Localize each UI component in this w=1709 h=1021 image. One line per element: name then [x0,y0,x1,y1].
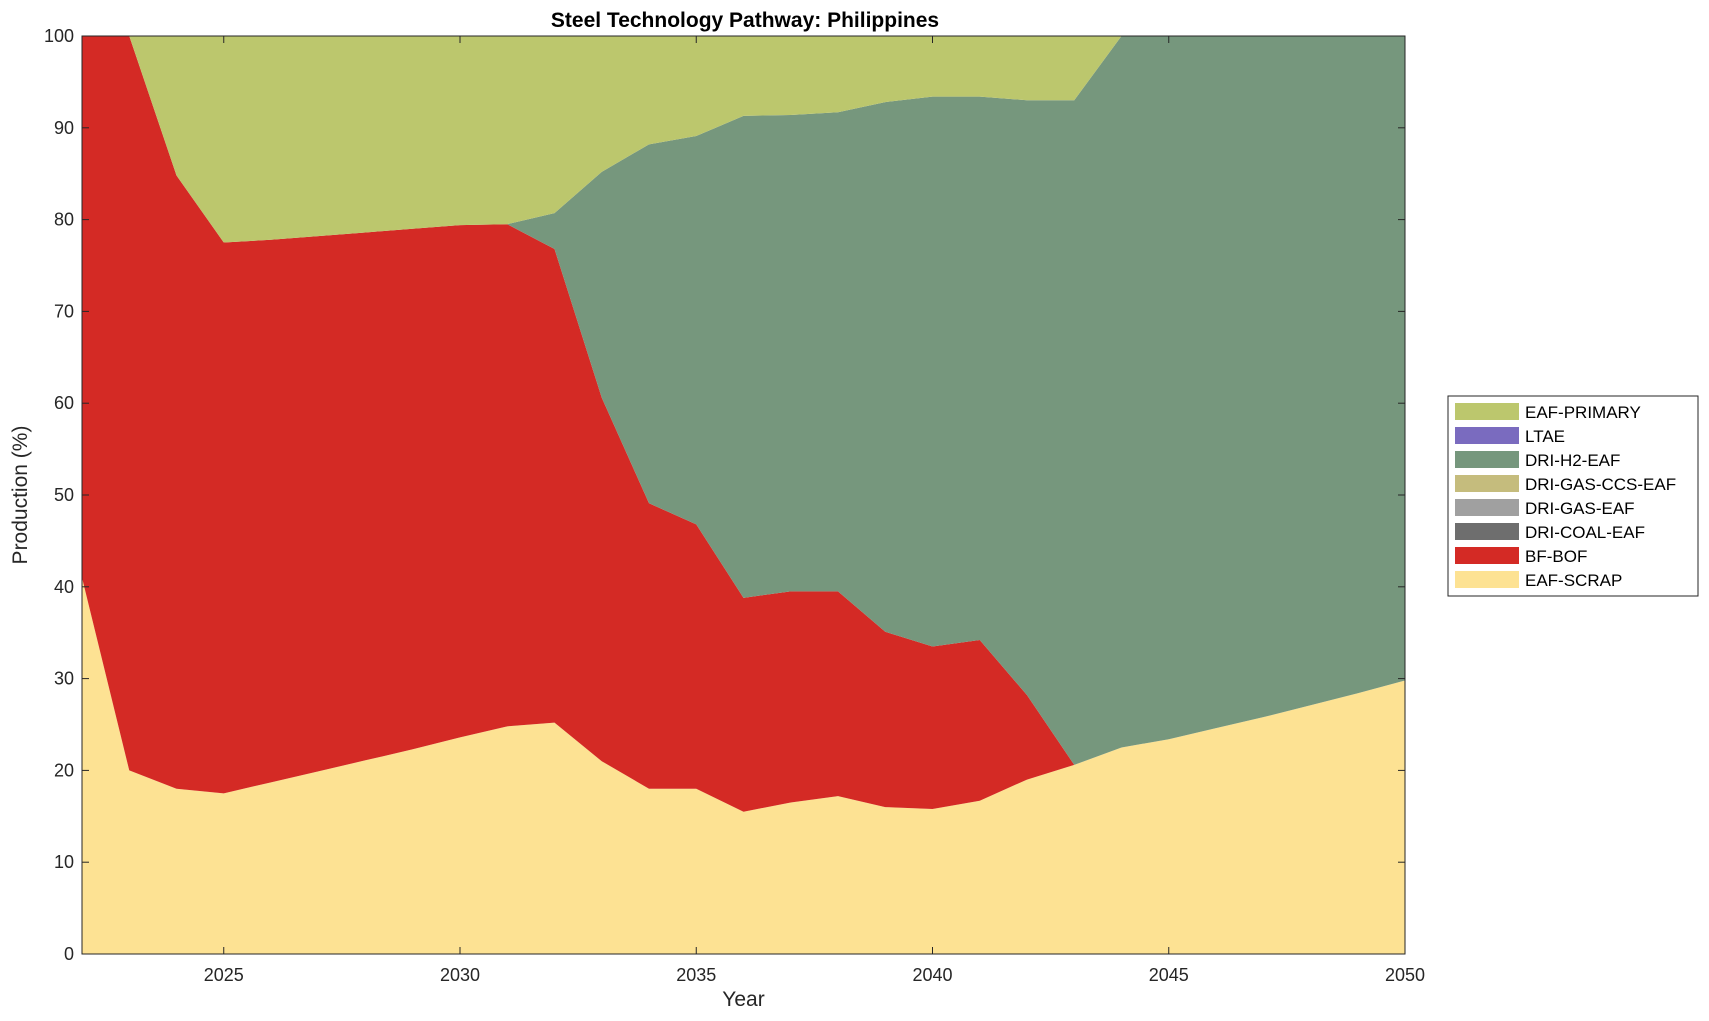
x-tick-label: 2050 [1385,965,1425,985]
x-tick-label: 2045 [1149,965,1189,985]
legend-box [1447,395,1699,597]
area-series-dri-h2-eaf [82,36,1405,765]
legend-swatch-eaf-scrap [1455,571,1519,588]
legend-label-dri-gas-ccs-eaf: DRI-GAS-CCS-EAF [1525,475,1676,494]
y-tick-label: 90 [54,118,74,138]
legend-label-eaf-scrap: EAF-SCRAP [1525,571,1622,590]
legend-swatch-dri-gas-ccs-eaf [1455,475,1519,492]
x-tick-label: 2025 [204,965,244,985]
legend-label-dri-coal-eaf: DRI-COAL-EAF [1525,523,1645,542]
x-tick-label: 2035 [676,965,716,985]
legend-label-ltae: LTAE [1525,427,1565,446]
legend-swatch-ltae [1455,427,1519,444]
y-tick-label: 60 [54,393,74,413]
area-series-bf-bof [82,36,1405,812]
y-tick-label: 20 [54,760,74,780]
y-tick-label: 50 [54,485,74,505]
y-tick-label: 10 [54,852,74,872]
legend-label-bf-bof: BF-BOF [1525,547,1587,566]
legend-swatch-dri-h2-eaf [1455,451,1519,468]
y-tick-label: 30 [54,669,74,689]
y-tick-label: 40 [54,577,74,597]
legend-swatch-bf-bof [1455,547,1519,564]
area-series-eaf-primary [82,36,1405,243]
x-tick-label: 2030 [440,965,480,985]
y-tick-label: 80 [54,210,74,230]
legend-label-dri-gas-eaf: DRI-GAS-EAF [1525,499,1635,518]
chart-title: Steel Technology Pathway: Philippines [551,9,939,32]
axis-ticks: 2025 2030 2035 2040 2045 20500102030405060708… [44,26,1425,985]
legend-label-eaf-primary: EAF-PRIMARY [1525,403,1641,422]
x-axis-title: Year [722,988,764,1011]
legend-label-dri-h2-eaf: DRI-H2-EAF [1525,451,1620,470]
legend: EAF-PRIMARY LTAE DRI-H2-EAF DRI-GAS-CCS-EAF… [1447,395,1699,597]
legend-swatch-dri-coal-eaf [1455,523,1519,540]
y-tick-label: 0 [64,944,74,964]
y-axis-title: Production (%) [9,426,32,565]
area-series-eaf-scrap [82,577,1405,954]
x-tick-label: 2040 [912,965,952,985]
y-tick-label: 100 [44,26,74,46]
y-tick-label: 70 [54,301,74,321]
legend-swatch-dri-gas-eaf [1455,499,1519,516]
stacked-areas [82,36,1405,954]
legend-swatch-eaf-primary [1455,403,1519,420]
